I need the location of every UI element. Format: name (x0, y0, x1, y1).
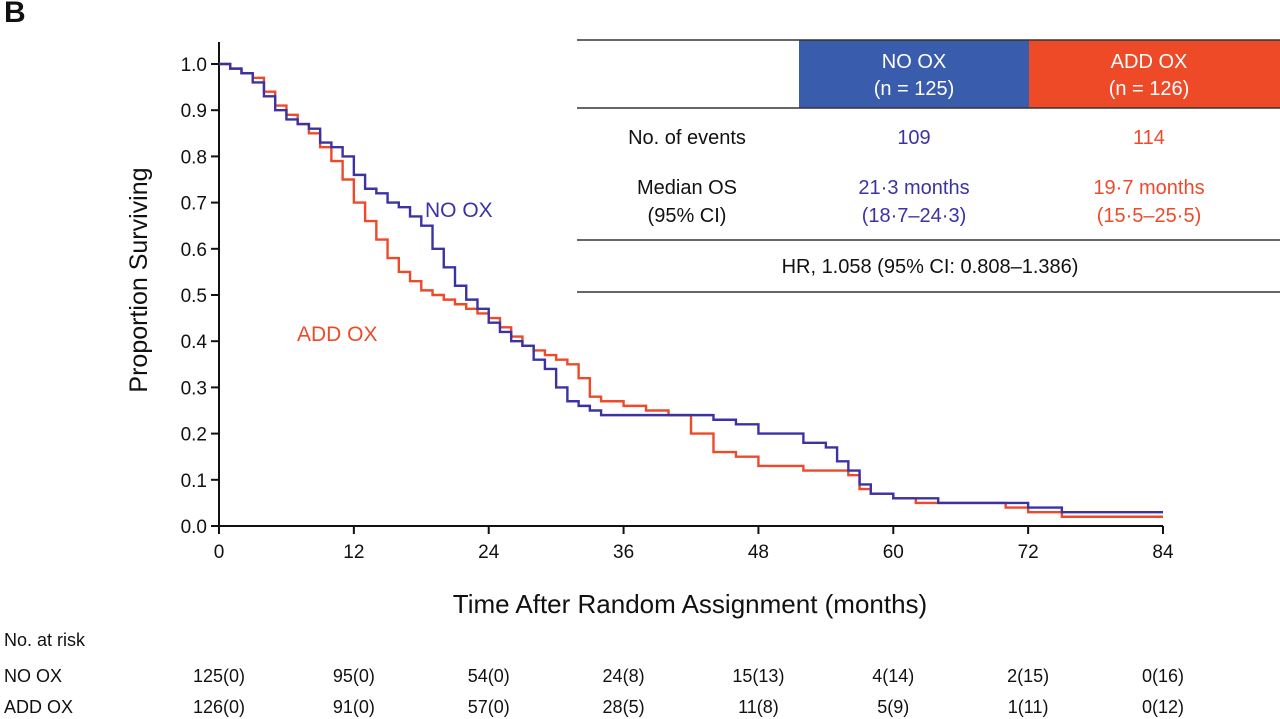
y-tick-label-0: 0.0 (181, 517, 207, 538)
risk-cell: 1(11) (1008, 697, 1049, 717)
risk-cell: 54(0) (468, 666, 510, 686)
risk-cell: 5(9) (877, 697, 909, 717)
risk-row-label-add-ox: ADD OX (4, 697, 73, 717)
x-axis-label: Time After Random Assignment (months) (453, 589, 927, 619)
summary-events-no-ox: 109 (897, 127, 930, 149)
summary-table: NO OX (n = 125) ADD OX (n = 126) No. of … (577, 39, 1280, 293)
risk-cell: 57(0) (468, 697, 510, 717)
x-tick-label-0: 0 (214, 542, 225, 563)
summary-median-no-ox-ci: (18·7–24·3) (862, 205, 967, 227)
risk-table: No. at risk NO OX ADD OX 125(0) 95(0) 54(0… (4, 630, 1184, 717)
y-axis-label: Proportion Surviving (125, 167, 153, 392)
y-tick-label-1: 0.1 (181, 471, 207, 492)
x-tick-label-3: 36 (613, 542, 634, 563)
summary-events-add-ox: 114 (1133, 127, 1165, 149)
x-tick-label-2: 24 (478, 542, 500, 563)
x-tick-label-5: 60 (883, 542, 904, 563)
series-label-add-ox: ADD OX (297, 323, 378, 346)
y-tick-label-7: 0.7 (181, 194, 207, 215)
y-tick-label-6: 0.6 (181, 240, 207, 261)
x-ticks: 0 12 24 36 48 60 72 84 (214, 526, 1174, 563)
risk-cell: 24(8) (603, 666, 645, 686)
series-lines (219, 62, 1163, 518)
risk-cell: 15(13) (732, 666, 784, 686)
risk-cell: 11(8) (738, 697, 779, 717)
risk-cell: 91(0) (333, 697, 375, 717)
summary-median-no-ox: 21·3 months (858, 177, 969, 199)
risk-cell: 126(0) (193, 697, 245, 717)
summary-median-add-ox-ci: (15·5–25·5) (1097, 205, 1202, 227)
summary-header-add-ox (1029, 40, 1280, 108)
risk-cell: 4(14) (872, 666, 914, 686)
summary-header-blank (578, 40, 799, 108)
risk-cell: 28(5) (603, 697, 645, 717)
summary-events-label: No. of events (628, 127, 746, 149)
y-ticks: 0.0 0.1 0.2 0.3 0.4 0.5 0.6 0.7 0.8 0.9 1.0 (181, 55, 219, 538)
x-tick-label-7: 84 (1152, 542, 1174, 563)
risk-cell: 95(0) (333, 666, 375, 686)
series-label-no-ox: NO OX (425, 199, 493, 222)
panel-label: B (4, 0, 26, 29)
y-tick-label-10: 1.0 (181, 55, 207, 76)
summary-median-ci-label: (95% CI) (648, 205, 727, 227)
summary-header-no-ox-n: (n = 125) (874, 78, 955, 100)
summary-hr: HR, 1.058 (95% CI: 0.808–1.386) (782, 256, 1079, 278)
risk-cells: 125(0) 95(0) 54(0) 24(8) 15(13) 4(14) 2(15) 0(1… (193, 666, 1184, 717)
y-tick-label-8: 0.8 (181, 147, 207, 168)
summary-header-add-ox-label: ADD OX (1111, 51, 1188, 73)
risk-cell: 0(16) (1142, 666, 1184, 686)
risk-cell: 125(0) (193, 666, 245, 686)
summary-header-no-ox-label: NO OX (882, 51, 946, 73)
risk-table-title: No. at risk (4, 630, 86, 650)
x-tick-label-4: 48 (748, 542, 769, 563)
y-tick-label-4: 0.4 (181, 332, 208, 353)
summary-median-add-ox: 19·7 months (1093, 177, 1204, 199)
y-tick-label-3: 0.3 (181, 378, 207, 399)
risk-cell: 0(12) (1142, 697, 1184, 717)
x-tick-label-1: 12 (343, 542, 364, 563)
summary-median-label: Median OS (637, 177, 737, 199)
summary-header-no-ox (799, 40, 1029, 108)
summary-header-add-ox-n: (n = 126) (1109, 78, 1190, 100)
y-tick-label-9: 0.9 (181, 101, 207, 122)
series-line-no-ox (219, 62, 1163, 514)
y-tick-label-5: 0.5 (181, 286, 207, 307)
risk-cell: 2(15) (1007, 666, 1049, 686)
risk-row-label-no-ox: NO OX (4, 666, 62, 686)
x-tick-label-6: 72 (1018, 542, 1039, 563)
y-tick-label-2: 0.2 (181, 425, 207, 446)
